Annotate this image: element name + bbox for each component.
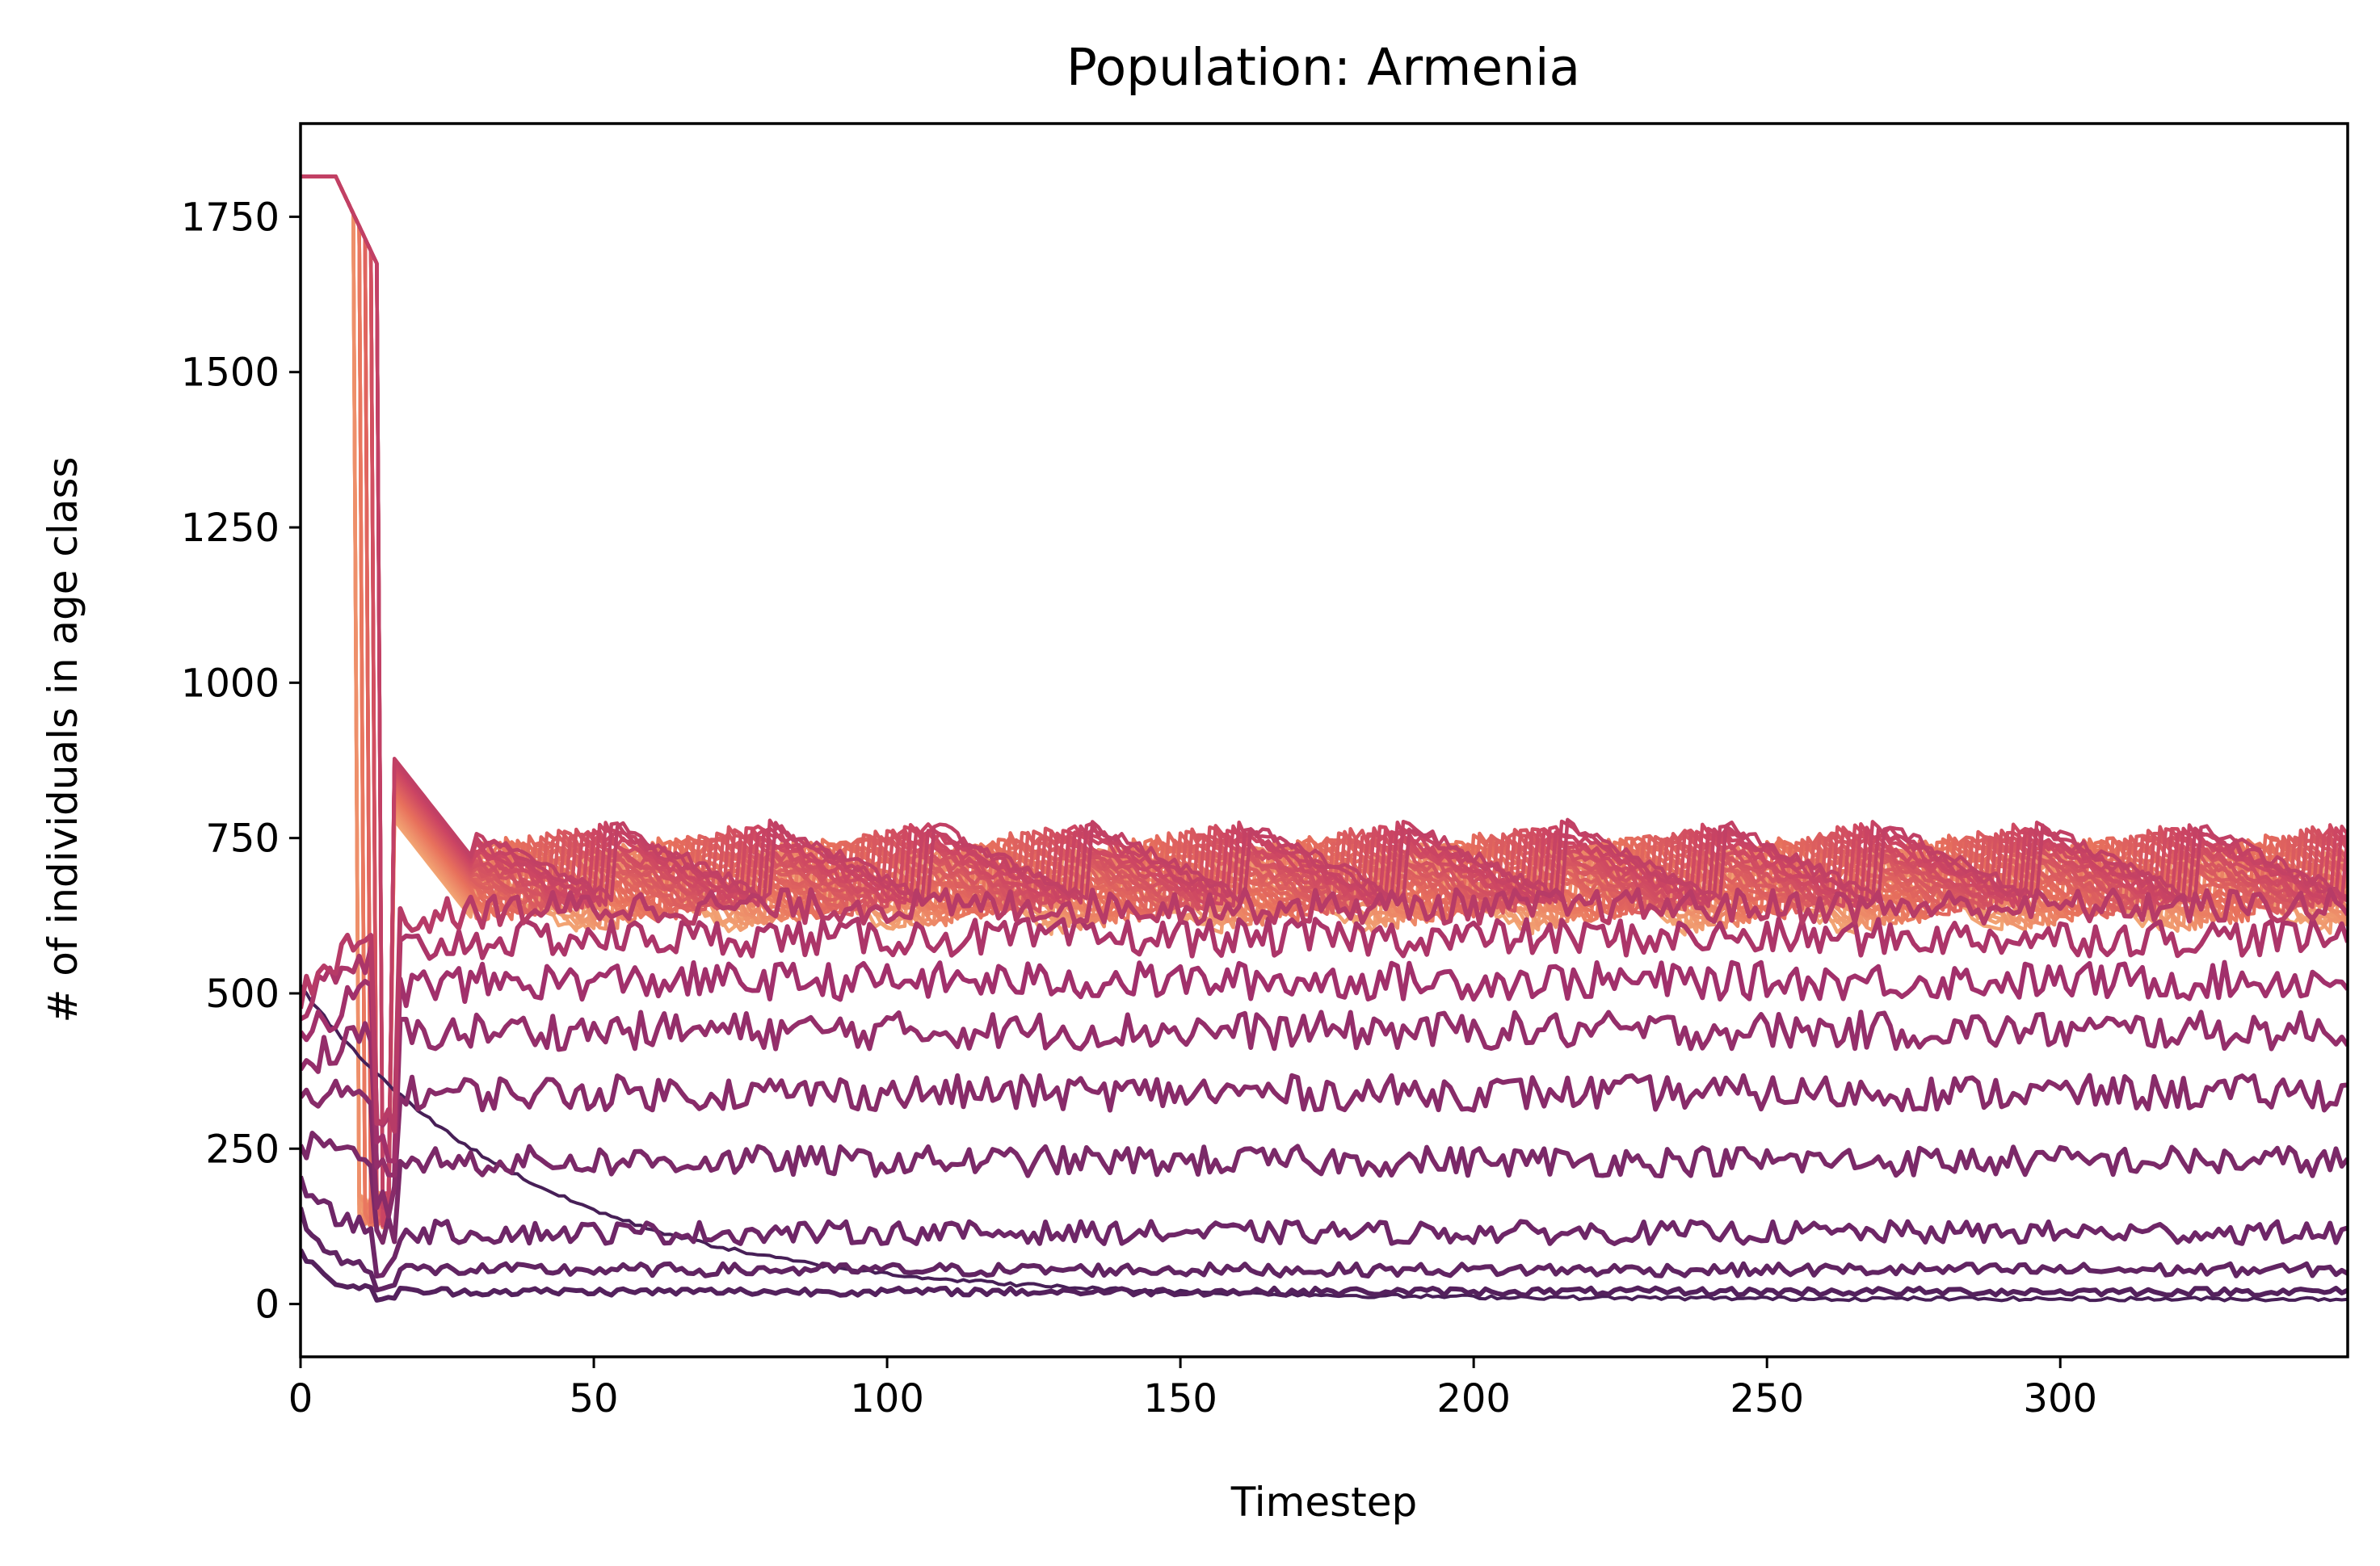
- y-tick-label: 0: [254, 1283, 280, 1328]
- y-tick-label: 1000: [181, 661, 280, 706]
- series-band-line: [301, 174, 2348, 1207]
- series-band-line: [301, 174, 2348, 1216]
- series-band-line: [301, 174, 2348, 1229]
- series-band-line: [301, 174, 2348, 1232]
- x-tick-label: 300: [2023, 1376, 2097, 1421]
- series-line: [301, 1010, 2348, 1178]
- series-line: [301, 1131, 2348, 1245]
- x-tick-label: 200: [1436, 1376, 1511, 1421]
- series-band-line: [301, 174, 2348, 1202]
- x-tick-label: 250: [1730, 1376, 1804, 1421]
- series-band-line: [301, 174, 2348, 1223]
- series-line: [301, 916, 2348, 1128]
- x-axis-label: Timestep: [1230, 1479, 1418, 1526]
- series-band-line: [301, 174, 2348, 1217]
- series-band-line: [301, 174, 2348, 1226]
- series-band-line: [301, 174, 2348, 1224]
- y-tick-label: 1750: [181, 195, 280, 240]
- series-line: [301, 1248, 2348, 1303]
- series-band-line: [301, 174, 2348, 1217]
- series-band-line: [301, 174, 2348, 1228]
- series-band-line: [301, 174, 2348, 1212]
- series-line: [301, 887, 2348, 1134]
- series-line: [301, 1073, 2348, 1219]
- series-band-line: [301, 174, 2348, 1228]
- series-band-line: [301, 174, 2348, 1201]
- x-tick-label: 50: [569, 1376, 618, 1421]
- series-band-line: [301, 174, 2348, 1223]
- y-axis-label: # of individuals in age class: [40, 456, 86, 1022]
- series-line: [301, 984, 2348, 1303]
- series-band-line: [301, 174, 2348, 1228]
- series-band-line: [301, 174, 2348, 1220]
- chart-title: Population: Armenia: [1066, 38, 1580, 97]
- x-tick-label: 100: [850, 1376, 924, 1421]
- series-band-line: [301, 174, 2348, 1227]
- series-band-line: [301, 174, 2348, 1227]
- series-band-line: [301, 174, 2348, 1228]
- y-tick-label: 1500: [181, 351, 280, 396]
- series-band-line: [301, 174, 2348, 1228]
- series-band-line: [301, 174, 2348, 1226]
- y-tick-label: 1250: [181, 506, 280, 551]
- y-axis: 0 250 500 750 1000 1250 1500 1750: [181, 195, 301, 1328]
- y-tick-label: 250: [205, 1127, 280, 1172]
- x-axis: 0 50 100 150 200 250 300: [288, 1357, 2097, 1421]
- series-line: [301, 959, 2348, 1164]
- series-band-line: [301, 174, 2348, 1229]
- x-tick-label: 150: [1143, 1376, 1217, 1421]
- series-band-line: [301, 174, 2348, 1220]
- series-band-line: [301, 174, 2348, 1220]
- series-band-line: [301, 174, 2348, 1230]
- y-tick-label: 500: [205, 972, 280, 1017]
- series-line: [301, 1207, 2348, 1293]
- series-band-line: [301, 174, 2348, 1220]
- plot-frame: [299, 122, 2349, 1358]
- series-band-line: [301, 174, 2348, 1222]
- series-layer: [301, 174, 2348, 1303]
- series-band-line: [301, 174, 2348, 1226]
- y-tick-label: 750: [205, 817, 280, 862]
- series-band-line: [301, 174, 2348, 1227]
- series-band-line: [301, 174, 2348, 1221]
- x-tick-label: 0: [288, 1376, 313, 1421]
- series-line: [301, 1175, 2348, 1279]
- series-band-line: [301, 174, 2348, 1225]
- series-band-line: [301, 174, 2348, 1223]
